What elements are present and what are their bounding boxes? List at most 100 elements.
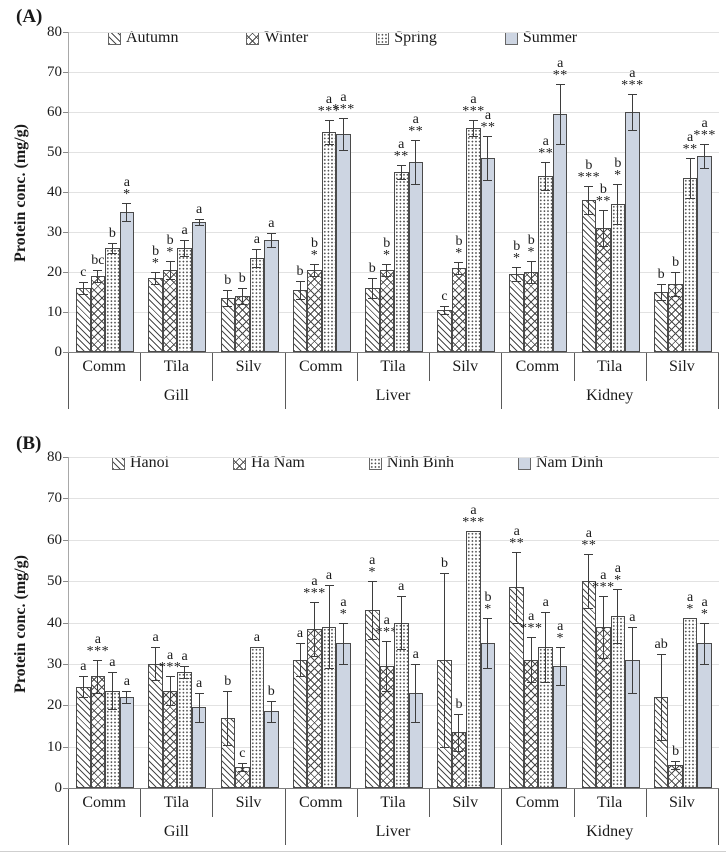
sig-label: a *** xyxy=(514,609,548,635)
error-bar-line xyxy=(328,120,330,144)
x-separator-fish xyxy=(212,353,214,381)
x-label-fish: Silv xyxy=(235,358,262,375)
error-bar-cap-top xyxy=(223,690,233,692)
bar-summer-liver-tila xyxy=(408,162,423,352)
sig-label: a *** xyxy=(688,117,722,143)
panel-a-legend: Autumn Winter Spring Summer xyxy=(108,28,577,48)
sig-label: a *** xyxy=(312,93,346,119)
legend-label: Winter xyxy=(264,29,309,46)
sig-label: a *** xyxy=(81,632,115,658)
sig-letter: a xyxy=(398,137,405,153)
error-bar-cap-top xyxy=(526,261,536,263)
error-bar-cap-bottom xyxy=(194,225,204,227)
sig-letter: a xyxy=(600,567,607,583)
sig-letter: ab xyxy=(654,636,668,652)
x-separator-organ xyxy=(501,789,503,845)
sig-letter: b xyxy=(614,156,622,171)
legend-item-summer: Summer xyxy=(504,29,577,47)
sig-letter: a xyxy=(542,134,549,149)
error-bar-cap-bottom xyxy=(180,678,190,680)
error-bar-cap-top xyxy=(107,672,117,674)
sig-label: a *** xyxy=(298,574,332,600)
y-tick-label: 40 xyxy=(47,614,62,631)
sig-label: a xyxy=(240,631,274,645)
sig-stars: *** xyxy=(577,170,601,185)
y-tick-label: 10 xyxy=(47,738,62,755)
x-label-fish: Silv xyxy=(452,794,479,811)
error-bar-cap-bottom xyxy=(93,282,103,283)
error-bar-cap-bottom xyxy=(468,136,478,137)
sig-label: b * xyxy=(442,234,476,261)
error-bar-cap-top xyxy=(339,118,349,119)
error-bar-cap-bottom xyxy=(627,130,637,131)
bar-autumn-kidney-tila xyxy=(581,200,597,352)
error-bar-cap-top xyxy=(411,140,421,141)
bar-summer-kidney-tila xyxy=(625,112,640,352)
sig-label: a ** xyxy=(543,56,577,83)
sig-letter: a xyxy=(484,108,492,123)
y-tick-mark xyxy=(63,498,68,500)
sig-label: a *** xyxy=(153,649,187,676)
error-bar-cap-bottom xyxy=(339,150,349,151)
bar-winter-kidney-comm xyxy=(523,272,539,352)
error-bar-cap-bottom xyxy=(671,769,681,771)
sig-stars: ** xyxy=(682,142,698,157)
sig-letter: b xyxy=(224,273,232,288)
error-bar-cap-bottom xyxy=(700,663,710,665)
bar-summer-kidney-comm xyxy=(552,114,568,352)
error-bar-line xyxy=(631,626,633,693)
error-bar-cap-top xyxy=(483,618,493,620)
sig-stars: ** xyxy=(393,149,409,165)
x-label-fish: Tila xyxy=(163,794,189,811)
x-label-organ: Liver xyxy=(375,387,411,404)
x-label-fish: Comm xyxy=(82,794,126,811)
error-bar-cap-top xyxy=(266,232,276,234)
y-tick-label: 80 xyxy=(47,24,62,40)
bar-hanoi-liver-tila xyxy=(365,610,380,788)
sig-label: a xyxy=(182,202,216,216)
y-tick-mark xyxy=(63,112,68,113)
error-bar-cap-bottom xyxy=(555,144,565,145)
error-bar-line xyxy=(545,162,547,190)
sig-letter: b xyxy=(455,234,463,249)
x-label-organ: Gill xyxy=(163,823,189,840)
sig-stars: * xyxy=(614,573,622,589)
error-bar-cap-bottom xyxy=(671,296,681,297)
y-tick-mark xyxy=(63,352,68,353)
error-bar-cap-top xyxy=(194,692,204,694)
error-bar-cap-bottom xyxy=(512,280,522,282)
error-bar-cap-bottom xyxy=(382,276,392,277)
legend-item-ha-nam: Ha Nam xyxy=(233,454,305,472)
sig-letter: b xyxy=(368,261,376,276)
sig-stars: *** xyxy=(158,660,182,676)
bar-nam-dinh-liver-comm xyxy=(336,643,351,788)
x-separator-fish xyxy=(212,789,214,817)
sig-stars: * xyxy=(484,602,492,618)
sig-letter: a xyxy=(557,56,564,71)
sig-letter: a xyxy=(629,66,636,81)
sig-letter: bc xyxy=(91,253,105,268)
sig-letter: a xyxy=(557,619,564,635)
error-bar-cap-bottom xyxy=(237,771,247,773)
y-tick-label: 20 xyxy=(47,264,62,280)
error-bar-line xyxy=(588,554,590,608)
sig-label: c xyxy=(66,266,100,280)
sig-label: b * xyxy=(153,234,187,260)
error-bar-cap-top xyxy=(598,210,608,211)
error-bar-cap-bottom xyxy=(324,668,334,669)
sig-label: a * xyxy=(355,554,389,580)
sig-letter: b xyxy=(238,271,246,286)
error-bar-line xyxy=(530,261,532,283)
sig-label: a * xyxy=(110,176,144,202)
error-bar-line xyxy=(415,663,417,722)
error-bar-cap-top xyxy=(295,281,305,283)
error-bar-line xyxy=(241,288,243,304)
error-bar-cap-bottom xyxy=(367,639,377,641)
sig-stars: *** xyxy=(375,625,398,641)
error-bar-line xyxy=(155,647,157,681)
gridline xyxy=(69,539,719,541)
error-bar-cap-bottom xyxy=(122,703,132,705)
y-tick-mark xyxy=(63,581,68,583)
sig-label: b * xyxy=(514,234,548,260)
